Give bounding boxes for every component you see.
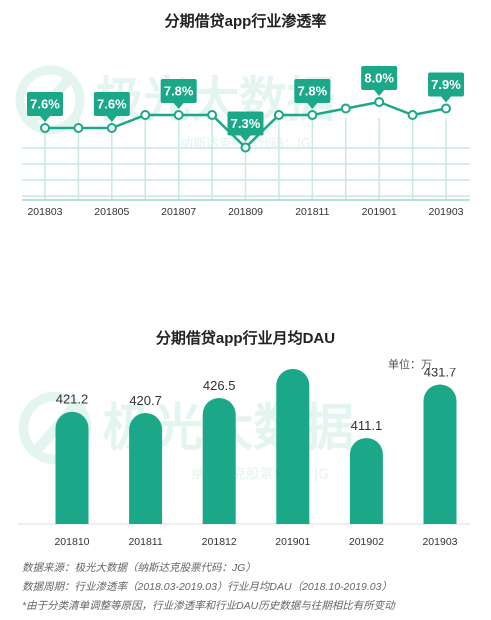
watermark-logo-ring (15, 65, 85, 135)
data-label-box (294, 79, 331, 103)
footer-source: 数据来源：极光大数据（纳斯达克股票代码：JG） (22, 562, 256, 574)
x-tick-label: 201903 (422, 536, 457, 548)
x-tick-label: 201810 (54, 536, 89, 548)
data-label-box (93, 92, 130, 116)
x-tick-label: 201812 (202, 536, 237, 548)
data-point (340, 103, 351, 114)
data-point (73, 123, 84, 133)
data-label-box (27, 92, 63, 116)
x-tick-label: 201811 (295, 206, 329, 215)
bar (276, 368, 310, 524)
data-label: 7.9% (428, 72, 464, 103)
data-point (106, 123, 117, 133)
footer-note: *由于分类清单调整等原因，行业渗透率和行业DAU历史数据与往期相比有所变动 (22, 600, 395, 612)
data-label: 7.8% (160, 79, 197, 109)
x-tick-label: 201803 (27, 206, 62, 215)
data-label-text: 7.9% (431, 77, 461, 92)
x-axis-ticks: 201810 201811 201812 201901 201902 201903 (54, 536, 457, 548)
data-point (40, 123, 50, 133)
x-axis-ticks: 201803 201805 201807 201809 201811 201901 2019… (27, 206, 463, 215)
unit-label: 单位：万 (388, 359, 432, 371)
data-point (307, 110, 318, 120)
data-label-box (160, 79, 197, 103)
data-label-box (361, 66, 398, 90)
data-label-pointer (307, 103, 318, 109)
data-point (374, 97, 385, 107)
data-point (173, 110, 184, 120)
data-label: 7.6% (93, 92, 130, 122)
bar-value-label: 421.2 (56, 392, 89, 407)
data-label-text: 7.8% (164, 84, 194, 99)
penetration-chart-title: 分期借贷app行业渗透率 (164, 13, 327, 30)
data-labels: 7.6% 7.6% 7.8% 7.3% 7.8% 8.0% 7.9% (27, 66, 464, 142)
data-point (240, 142, 251, 153)
data-label: 8.0% (361, 66, 398, 96)
data-label: 7.8% (294, 79, 331, 109)
bar (55, 411, 89, 524)
data-label-pointer (40, 116, 50, 122)
dau-chart-title: 分期借贷app行业月均DAU (155, 330, 336, 347)
x-tick-label: 201809 (228, 206, 263, 215)
x-tick-label: 201901 (362, 206, 397, 215)
data-label-pointer (173, 103, 184, 109)
data-label-pointer (240, 135, 251, 142)
x-tick-label: 201807 (161, 206, 196, 215)
data-label-pointer (441, 96, 451, 103)
footer-period: 数据周期：行业渗透率（2018.03-2019.03）行业月均DAU（2018.… (22, 581, 392, 593)
data-label: 7.3% (227, 111, 264, 142)
data-label-box (428, 72, 464, 97)
data-label-text: 8.0% (364, 71, 394, 86)
series-points (40, 97, 451, 153)
data-label-pointer (374, 90, 385, 96)
bars (18, 368, 470, 525)
bar-value-label: 411.1 (351, 418, 383, 433)
bar (423, 384, 457, 524)
data-label: 7.6% (27, 92, 63, 122)
x-tick-label: 201902 (349, 536, 384, 548)
data-point (207, 110, 218, 120)
x-tick-label: 201901 (275, 536, 310, 548)
data-label-text: 7.8% (298, 84, 328, 99)
penetration-line-chart: 极光大数据纳斯达克股票代码：JG 7.6%7.6%7.8%7.3%7.8%8.0… (15, 65, 470, 215)
bar (129, 413, 163, 524)
data-point (407, 110, 418, 120)
data-label-box (227, 111, 264, 136)
data-label-text: 7.6% (30, 97, 60, 112)
chart-grid (22, 118, 470, 201)
x-tick-label: 201903 (428, 206, 463, 215)
bar-value-label: 431.7 (424, 368, 457, 379)
dau-bar-chart: 极光大数据纳斯达克股票代码：JG 421.2420.7426.5437.7411… (18, 368, 470, 548)
data-label-text: 7.3% (231, 116, 261, 131)
data-point (441, 103, 451, 114)
bar (349, 438, 383, 524)
x-tick-label: 201811 (128, 536, 162, 548)
data-label-pointer (106, 116, 117, 122)
bar (202, 397, 236, 524)
data-point (273, 110, 284, 120)
x-tick-label: 201805 (94, 206, 129, 215)
data-label-text: 7.6% (97, 97, 127, 112)
data-point (140, 110, 151, 120)
bar-value-label: 426.5 (203, 378, 236, 393)
bar-value-label: 420.7 (129, 393, 162, 408)
